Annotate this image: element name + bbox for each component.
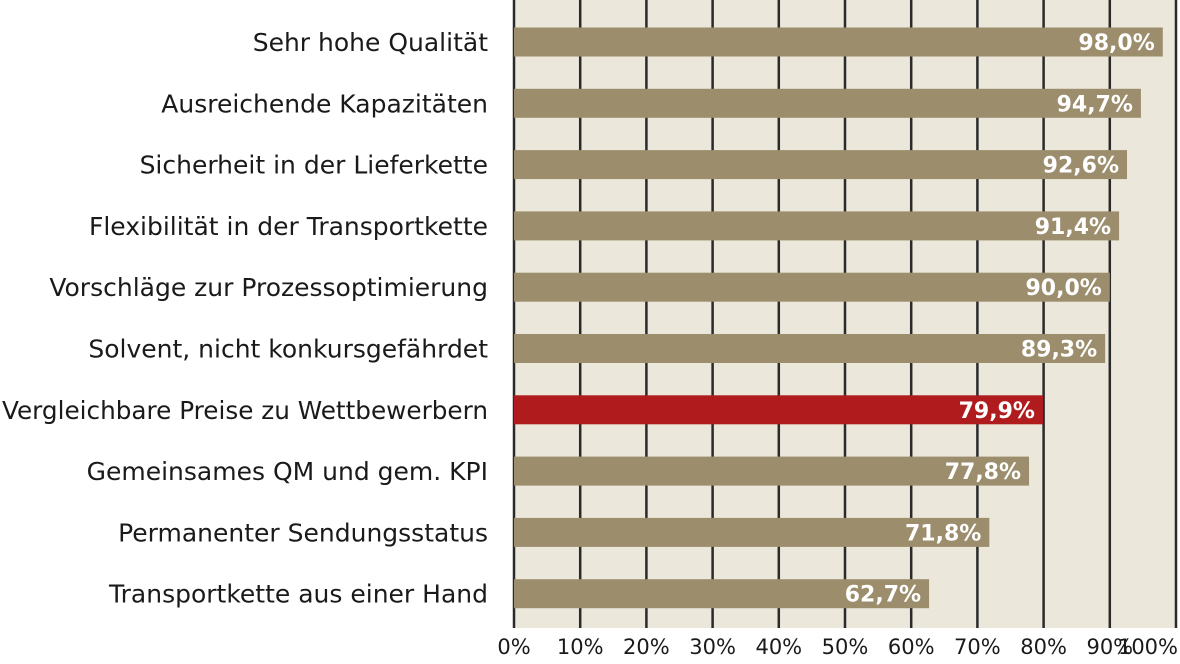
- value-label-1: 94,7%: [1057, 92, 1133, 117]
- bar-6: [514, 395, 1043, 425]
- category-labels: Sehr hohe Qualität Ausreichende Kapazität…: [2, 28, 488, 609]
- bar-3: [514, 211, 1120, 241]
- category-label-7: Gemeinsames QM und gem. KPI: [87, 457, 488, 486]
- category-label-9: Transportkette aus einer Hand: [108, 580, 488, 609]
- x-axis-tick-labels: 0% 10% 20% 30% 40% 50% 60% 70% 80% 90%100%: [497, 635, 1178, 659]
- category-label-0: Sehr hohe Qualität: [253, 28, 488, 57]
- x-tick-label-70: 70%: [954, 635, 1001, 659]
- bar-5: [514, 334, 1106, 363]
- category-label-4: Vorschläge zur Prozessoptimierung: [49, 273, 488, 302]
- value-label-2: 92,6%: [1043, 154, 1119, 179]
- value-label-5: 89,3%: [1021, 338, 1097, 363]
- x-tick-label-80: 80%: [1020, 635, 1067, 659]
- x-tick-label-10: 10%: [557, 635, 604, 659]
- category-label-8: Permanenter Sendungsstatus: [118, 518, 488, 547]
- value-label-6: 79,9%: [959, 399, 1035, 424]
- x-tick-label-20: 20%: [623, 635, 670, 659]
- bar-4: [514, 272, 1110, 302]
- value-labels: 98,0% 94,7% 92,6% 91,4% 90,0% 89,3% 79,9% 77,8%…: [845, 31, 1155, 608]
- x-tick-label-30: 30%: [689, 635, 736, 659]
- value-label-7: 77,8%: [945, 460, 1021, 485]
- value-label-4: 90,0%: [1025, 276, 1101, 301]
- value-label-0: 98,0%: [1078, 31, 1154, 56]
- x-tick-label-0: 0%: [497, 635, 530, 659]
- category-label-5: Solvent, nicht konkursgefährdet: [88, 335, 488, 364]
- value-label-3: 91,4%: [1035, 215, 1111, 240]
- category-label-6: Vergleichbare Preise zu Wettbewerbern: [2, 396, 488, 425]
- bar-2: [514, 150, 1128, 180]
- value-label-8: 71,8%: [905, 521, 981, 546]
- category-label-2: Sicherheit in der Lieferkette: [140, 151, 488, 180]
- x-tick-label-50: 50%: [822, 635, 869, 659]
- x-tick-label-60: 60%: [888, 635, 935, 659]
- bar-1: [514, 88, 1141, 118]
- x-tick-label-100: 100%: [1118, 635, 1178, 659]
- category-label-1: Ausreichende Kapazitäten: [161, 89, 488, 118]
- value-label-9: 62,7%: [845, 583, 921, 608]
- bars: [514, 27, 1163, 609]
- bar-7: [514, 456, 1030, 486]
- bar-9: [514, 579, 930, 609]
- bar-8: [514, 517, 990, 547]
- bar-0: [514, 27, 1163, 57]
- x-tick-label-40: 40%: [755, 635, 802, 659]
- x-tick-label-90: 90%: [1086, 635, 1133, 659]
- category-label-3: Flexibilität in der Transportkette: [89, 212, 488, 241]
